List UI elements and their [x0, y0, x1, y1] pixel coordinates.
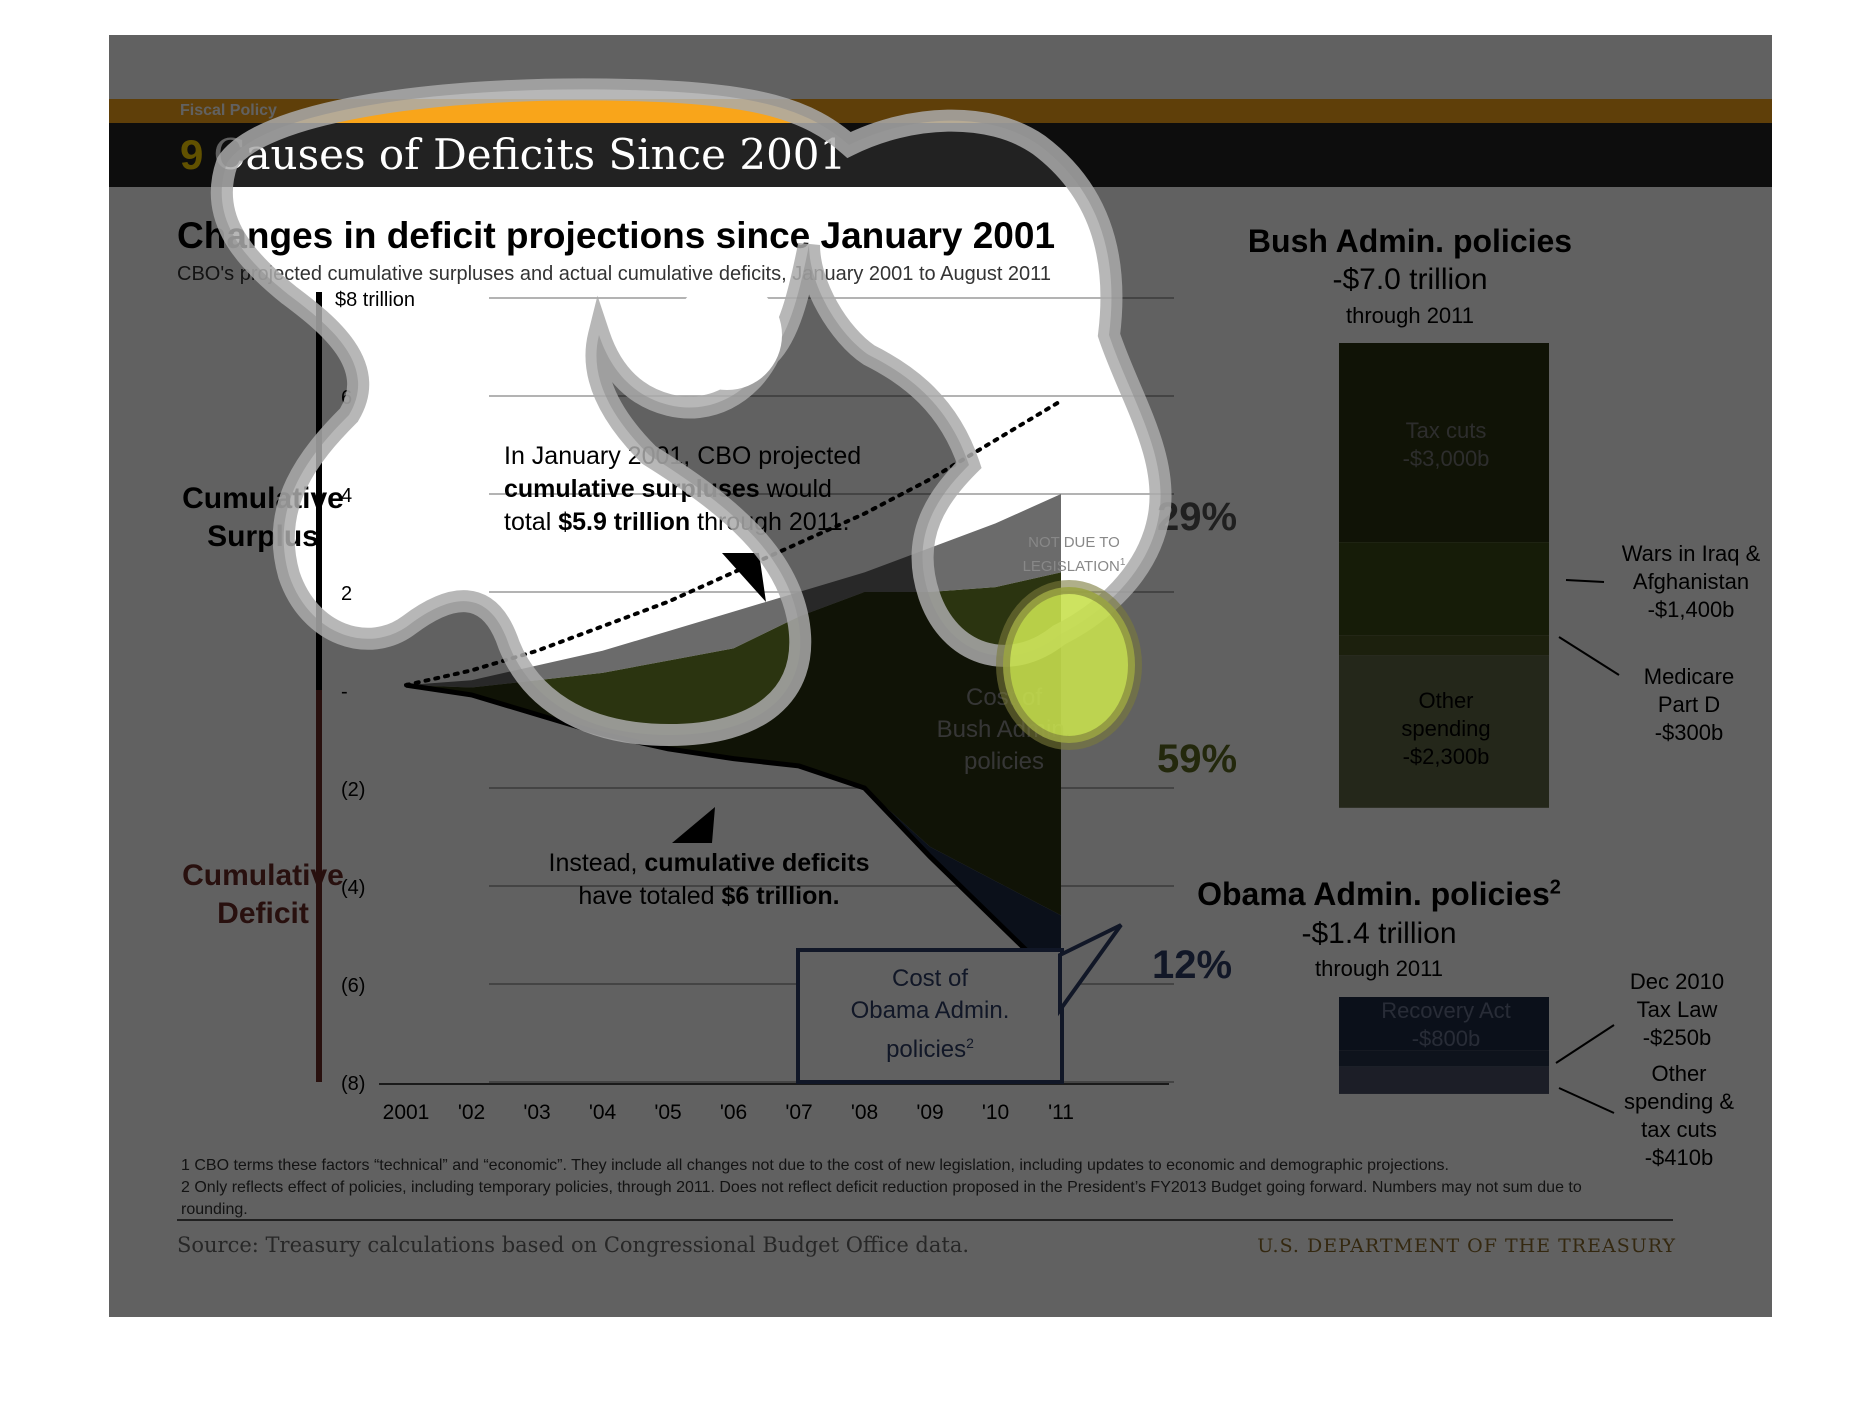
- y-tick-label: 6: [341, 387, 352, 409]
- x-tick-label: '03: [523, 1101, 550, 1124]
- bush-panel-amount: -$7.0 trillion: [1332, 263, 1488, 296]
- department-logo-text: U.S. DEPARTMENT OF THE TREASURY: [1257, 1235, 1676, 1257]
- x-tick-label: '08: [851, 1101, 878, 1124]
- surplus-annotation: In January 2001, CBO projected cumulativ…: [504, 442, 862, 536]
- x-tick-label: 2001: [383, 1101, 430, 1124]
- y-tick-label: -: [341, 681, 348, 703]
- y-tick-label: (8): [341, 1073, 365, 1095]
- source-text: Source: Treasury calculations based on C…: [177, 1233, 970, 1257]
- pct-bush: 59%: [1157, 737, 1238, 781]
- seg-label-tax-law: Dec 2010 Tax Law -$250b: [1629, 969, 1725, 1050]
- x-tick-label: '02: [458, 1101, 485, 1124]
- y-tick-label: 2: [341, 583, 352, 605]
- surplus-annotation-pointer: [722, 553, 766, 602]
- seg-label-tax-cuts: Tax cuts -$3,000b: [1402, 418, 1490, 471]
- x-tick-label: '07: [785, 1101, 812, 1124]
- bush-panel-title: Bush Admin. policies: [1247, 223, 1573, 259]
- obama-panel-amount: -$1.4 trillion: [1301, 917, 1457, 950]
- seg-label-other-spending: Other spending -$2,300b: [1401, 688, 1491, 769]
- surplus-label: Cumulative Surplus: [182, 482, 344, 553]
- seg-label-recovery-act: Recovery Act -$800b: [1381, 998, 1511, 1051]
- infographic-slide: Fiscal Policy 9 Causes of Deficits Since …: [109, 35, 1772, 1317]
- x-tick-label: '09: [916, 1101, 943, 1124]
- obama-cost-label: Cost of Obama Admin. policies2: [850, 965, 1010, 1063]
- seg-label-wars: Wars in Iraq & Afghanistan -$1,400b: [1621, 541, 1761, 622]
- footnote-1: 1 CBO terms these factors “technical” an…: [181, 1157, 1449, 1174]
- source-divider: [177, 1219, 1673, 1221]
- x-tick-labels: 2001 '02 '03 '04 '05 '06 '07 '08 '09 '10 '11: [383, 1101, 1074, 1124]
- y-tick-label: (2): [341, 779, 365, 801]
- footnotes: 1 CBO terms these factors “technical” an…: [181, 1155, 1601, 1221]
- seg-label-other-tax-cuts: Other spending & tax cuts -$410b: [1623, 1061, 1735, 1170]
- y-tick-label: (6): [341, 975, 365, 997]
- bush-panel-through: through 2011: [1345, 303, 1475, 328]
- medicare-leader-line: [1558, 636, 1620, 676]
- deficit-label: Cumulative Deficit: [182, 859, 344, 930]
- seg-label-medicare: Medicare Part D -$300b: [1643, 664, 1735, 745]
- obama-panel-title: Obama Admin. policies2: [1197, 876, 1561, 912]
- not-due-label: NOT DUE TO LEGISLATION1: [1022, 534, 1126, 575]
- y-tick-label: $8 trillion: [335, 289, 415, 311]
- obama-callout-pointer: [1058, 923, 1123, 1017]
- obama-panel-through: through 2011: [1314, 956, 1444, 981]
- bush-cost-label: Cost of Bush Admin. policies: [936, 684, 1072, 775]
- stack-segment: [1339, 1066, 1549, 1094]
- x-tick-label: '11: [1048, 1101, 1074, 1124]
- x-tick-label: '04: [589, 1101, 617, 1124]
- footnote-2: 2 Only reflects effect of policies, incl…: [181, 1179, 1582, 1218]
- x-tick-label: '05: [654, 1101, 681, 1124]
- x-tick-label: '10: [982, 1101, 1009, 1124]
- stack-segment: [1339, 635, 1549, 656]
- deficit-annotation-pointer: [672, 807, 715, 843]
- pct-not-due: 29%: [1157, 495, 1238, 539]
- stack-segment: [1339, 542, 1549, 636]
- x-tick-label: '06: [720, 1101, 747, 1124]
- deficit-annotation: Instead, cumulative deficits have totale…: [548, 849, 870, 910]
